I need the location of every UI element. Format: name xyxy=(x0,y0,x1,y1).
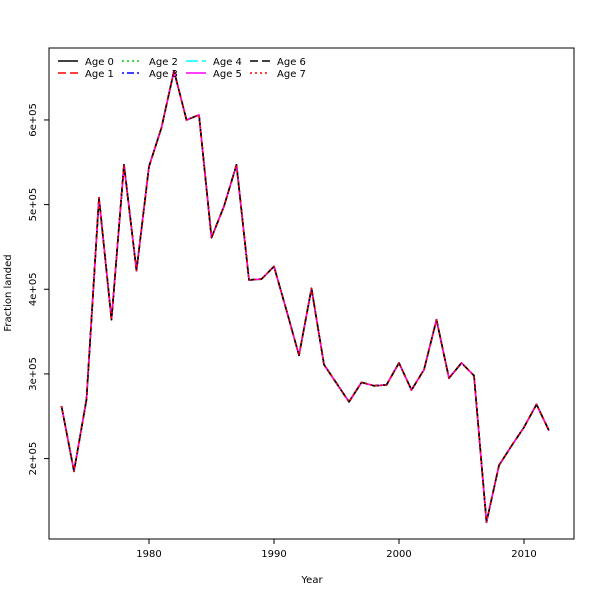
x-axis: 1980 1990 2000 2010 xyxy=(136,539,537,560)
legend-label-age-7: Age 7 xyxy=(277,69,306,80)
series-line-age-7 xyxy=(60,70,550,523)
y-tick-label: 5e+05 xyxy=(28,188,39,222)
series-line-age-0 xyxy=(60,70,550,523)
y-tick-label: 2e+05 xyxy=(28,442,39,476)
y-axis: 2e+05 3e+05 4e+05 5e+05 6e+05 xyxy=(28,103,49,475)
series-line-age-4 xyxy=(60,70,550,523)
y-tick-label: 3e+05 xyxy=(28,357,39,391)
x-axis-title: Year xyxy=(300,575,323,586)
y-tick-label: 6e+05 xyxy=(28,103,39,137)
legend-label-age-5: Age 5 xyxy=(213,69,242,80)
legend-label-age-6: Age 6 xyxy=(277,57,306,68)
y-axis-title: Fraction landed xyxy=(3,254,14,331)
legend-label-age-0: Age 0 xyxy=(85,57,114,68)
series-line-age-1 xyxy=(60,70,550,523)
x-tick-label: 1980 xyxy=(136,549,161,560)
plot-frame xyxy=(48,47,575,540)
legend-label-age-2: Age 2 xyxy=(149,57,178,68)
x-tick-label: 2010 xyxy=(511,549,536,560)
series-line-age-5 xyxy=(60,70,550,523)
legend-label-age-3: Age 3 xyxy=(149,69,178,80)
legend-label-age-4: Age 4 xyxy=(213,57,242,68)
series-line-age-6 xyxy=(60,70,550,523)
series-layer xyxy=(60,70,550,523)
series-line-age-3 xyxy=(60,70,550,523)
series-line-age-2 xyxy=(60,70,550,523)
y-tick-label: 4e+05 xyxy=(28,272,39,306)
x-tick-label: 1990 xyxy=(261,549,286,560)
x-tick-label: 2000 xyxy=(386,549,411,560)
legend-label-age-1: Age 1 xyxy=(85,69,114,80)
